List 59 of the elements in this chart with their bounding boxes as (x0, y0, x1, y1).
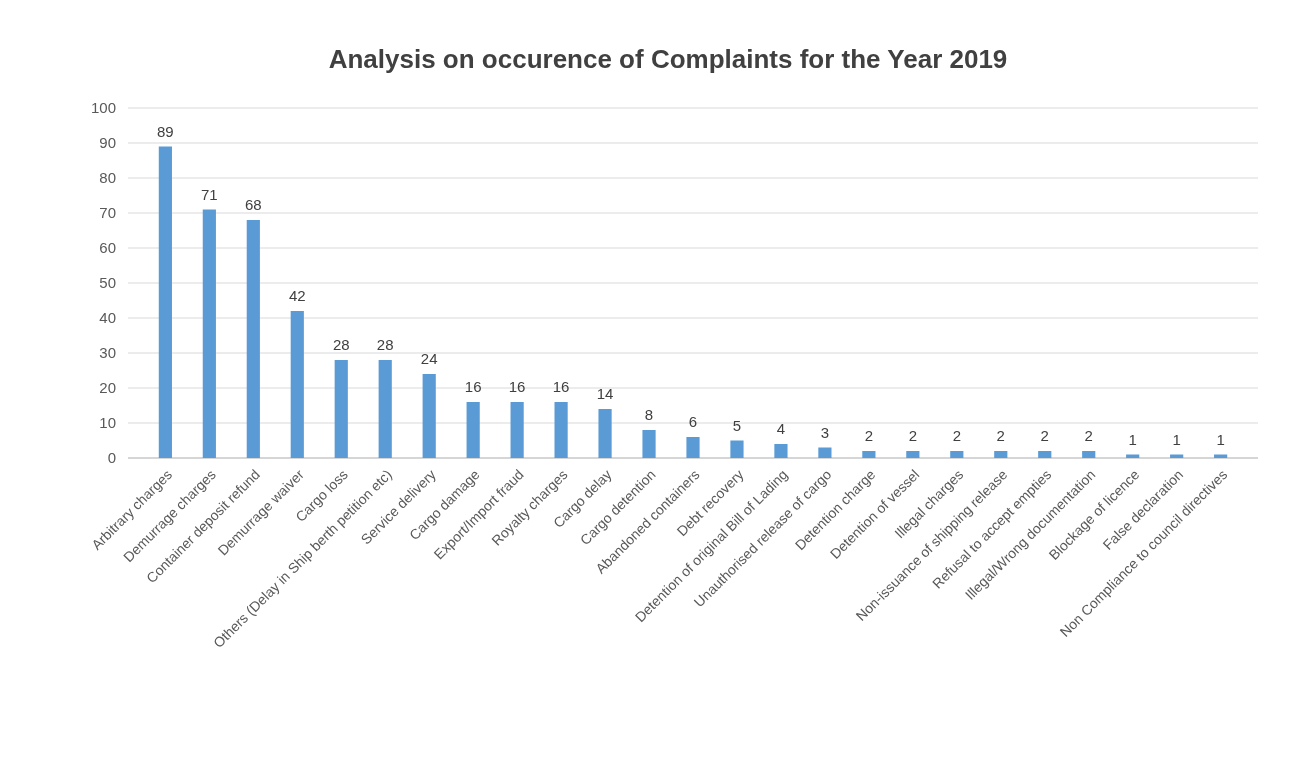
y-tick-label: 50 (99, 274, 116, 292)
data-label: 14 (596, 385, 614, 402)
bar (906, 451, 920, 458)
bar (994, 451, 1008, 458)
bar (378, 360, 392, 458)
bar (1082, 451, 1096, 458)
y-tick-label: 70 (99, 204, 116, 222)
bar (510, 402, 524, 458)
bar (774, 444, 788, 458)
bar (422, 374, 436, 458)
data-label: 3 (820, 423, 830, 441)
bar (466, 402, 480, 458)
data-label: 2 (996, 427, 1005, 444)
y-tick-label: 40 (99, 309, 116, 327)
y-tick-label: 30 (99, 344, 116, 362)
bar (290, 311, 304, 458)
bar (334, 360, 348, 458)
y-tick-label: 90 (99, 134, 116, 152)
data-label: 5 (732, 416, 742, 434)
y-tick-label: 20 (99, 379, 116, 397)
data-label: 8 (644, 406, 654, 423)
data-label: 16 (552, 378, 570, 395)
bar (158, 146, 172, 458)
data-label: 16 (464, 378, 482, 395)
data-label: 71 (201, 185, 218, 203)
data-label: 1 (1128, 430, 1137, 448)
data-label: 2 (1040, 427, 1049, 444)
data-label: 42 (288, 287, 306, 304)
bar (730, 440, 744, 458)
data-label: 6 (688, 413, 698, 430)
data-label: 4 (776, 420, 786, 437)
y-tick-label: 60 (99, 239, 116, 257)
y-tick-label: 100 (90, 99, 116, 117)
bar (818, 447, 832, 458)
data-label: 1 (1216, 430, 1225, 448)
data-label: 28 (376, 336, 394, 353)
data-label: 2 (864, 427, 874, 444)
data-label: 2 (908, 427, 918, 444)
data-label: 2 (1084, 427, 1093, 444)
data-label: 68 (244, 196, 262, 213)
y-tick-label: 80 (99, 169, 116, 187)
bar (1038, 451, 1052, 458)
bar (642, 430, 656, 458)
bar (202, 209, 216, 458)
y-tick-label: 10 (99, 414, 116, 432)
bar (246, 220, 260, 458)
data-label: 16 (508, 378, 526, 395)
data-label: 24 (420, 350, 438, 367)
data-label: 28 (332, 336, 350, 353)
data-label: 2 (952, 427, 961, 444)
data-label: 1 (1172, 430, 1181, 448)
bar (598, 409, 612, 458)
bar (686, 437, 700, 458)
bar (862, 451, 876, 458)
bar (950, 451, 964, 458)
bar (554, 402, 568, 458)
chart-title: Analysis on occurence of Complaints for the Year 2019 (328, 44, 1008, 74)
data-label: 89 (157, 122, 174, 140)
y-tick-label: 0 (107, 449, 116, 467)
